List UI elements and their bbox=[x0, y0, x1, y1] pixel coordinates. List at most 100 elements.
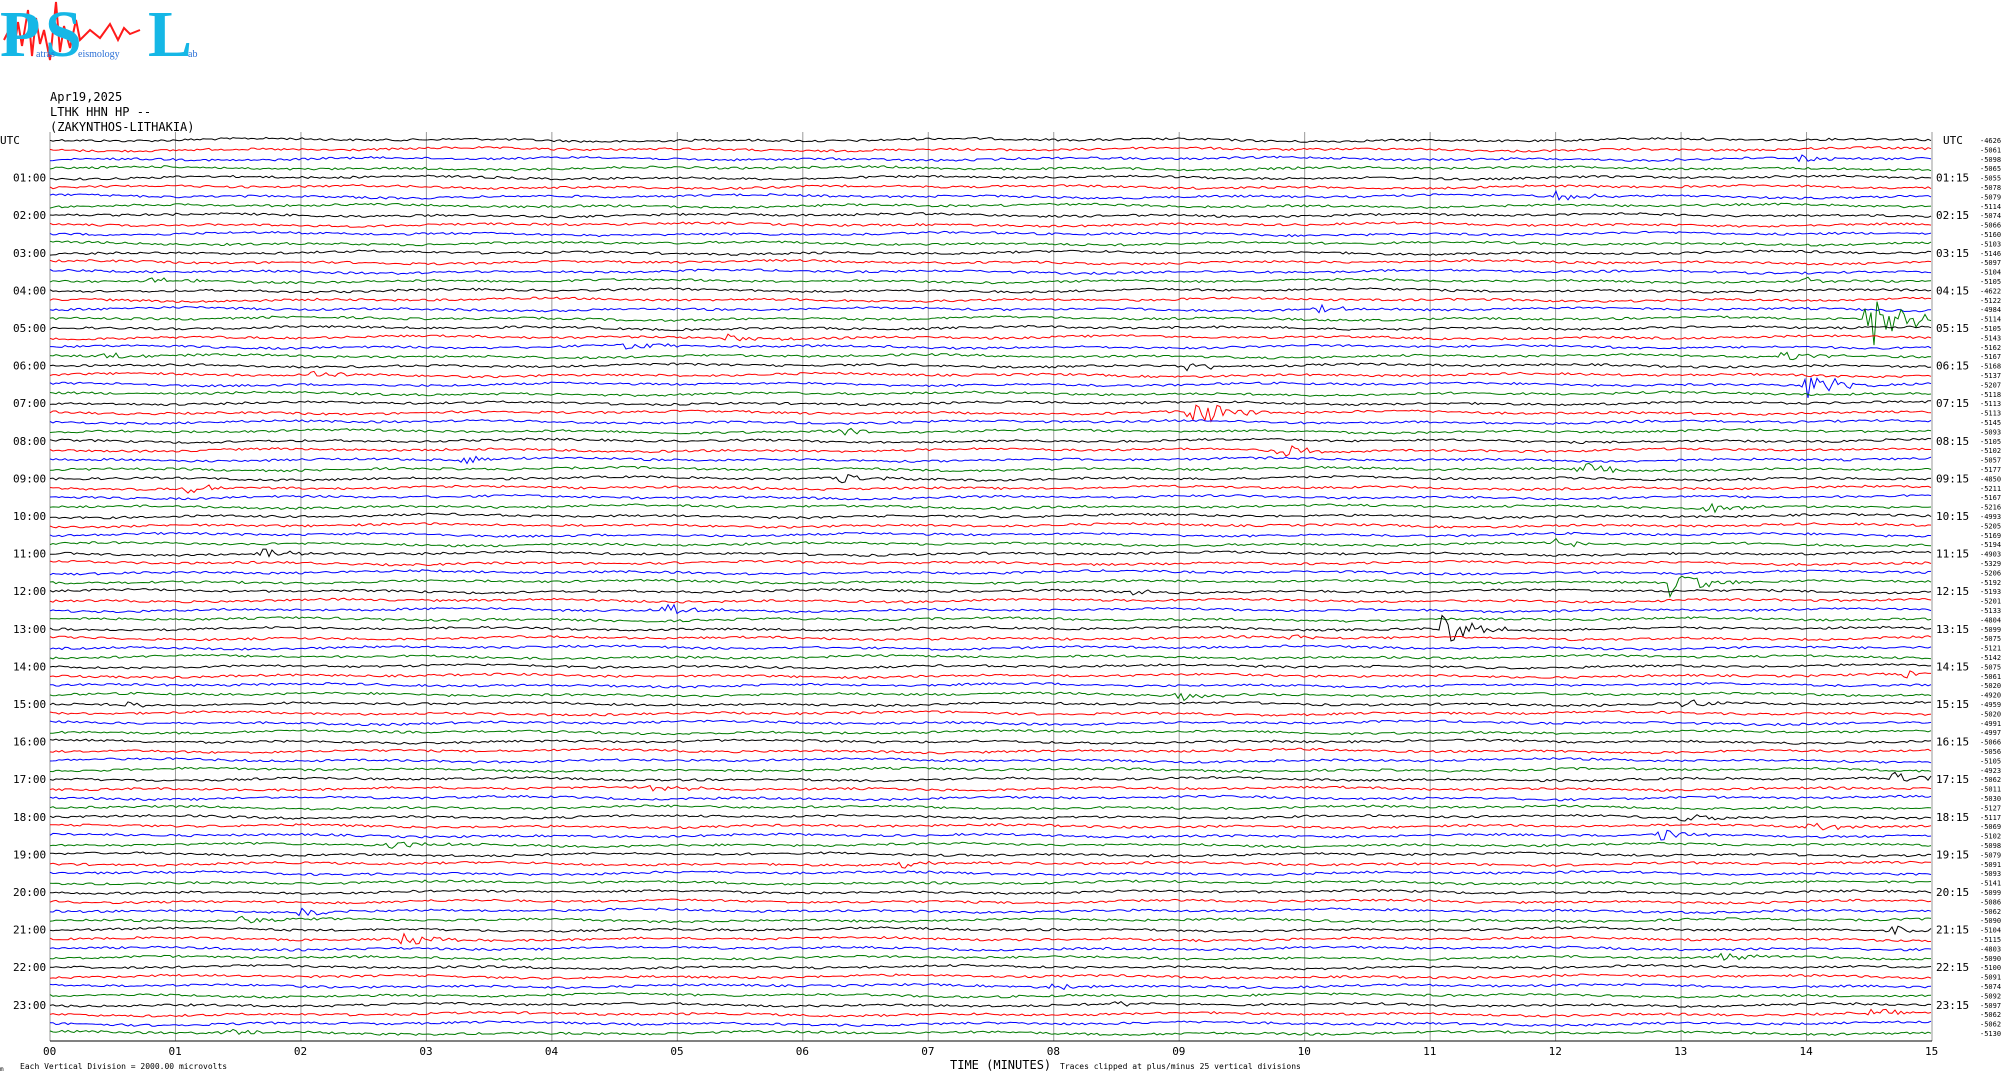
trace-offset-label: -5118 bbox=[1980, 391, 2001, 399]
seismic-trace bbox=[49, 455, 1932, 465]
trace-offset-label: -4993 bbox=[1980, 513, 2001, 521]
trace-offset-label: -5056 bbox=[1980, 748, 2001, 756]
clip-note: Traces clipped at plus/minus 25 vertical… bbox=[1060, 1062, 1301, 1071]
seismic-trace bbox=[49, 569, 1932, 576]
left-time-label: 23:00 bbox=[13, 999, 46, 1012]
trace-offset-label: -5142 bbox=[1980, 654, 2001, 662]
left-time-label: 05:00 bbox=[13, 322, 46, 335]
trace-offset-label: -5137 bbox=[1980, 372, 2001, 380]
axis-label-group: -4626-5061-5098-5065-5055-5078-5079-5114… bbox=[0, 134, 2001, 1058]
psl-logo: P S L atras eismology ab bbox=[0, 0, 210, 75]
seismic-trace bbox=[49, 559, 1932, 567]
trace-offset-label: -4903 bbox=[1980, 551, 2001, 559]
seismic-trace bbox=[49, 663, 1932, 670]
seismic-trace bbox=[49, 1020, 1932, 1027]
seismic-trace bbox=[49, 829, 1932, 841]
seismic-trace bbox=[49, 136, 1932, 143]
trace-offset-label: -5177 bbox=[1980, 466, 2001, 474]
trace-offset-label: -5127 bbox=[1980, 804, 2001, 812]
trace-offset-label: -5020 bbox=[1980, 682, 2001, 690]
x-tick-label: 07 bbox=[921, 1045, 934, 1058]
left-time-label: 08:00 bbox=[13, 435, 46, 448]
trace-offset-label: -4923 bbox=[1980, 767, 2001, 775]
seismic-trace bbox=[49, 588, 1932, 596]
trace-offset-label: -5062 bbox=[1980, 776, 2001, 784]
left-time-label: 14:00 bbox=[13, 660, 46, 673]
seismic-trace bbox=[49, 851, 1932, 858]
trace-offset-label: -5075 bbox=[1980, 635, 2001, 643]
trace-offset-label: -5141 bbox=[1980, 880, 2001, 888]
seismic-trace bbox=[49, 813, 1932, 822]
seismic-trace bbox=[49, 804, 1932, 811]
trace-offset-label: -5105 bbox=[1980, 325, 2001, 333]
trace-offset-label: -5103 bbox=[1980, 240, 2001, 248]
trace-offset-label: -4850 bbox=[1980, 475, 2001, 483]
trace-offset-label: -5206 bbox=[1980, 569, 2001, 577]
trace-offset-label: -4804 bbox=[1980, 616, 2001, 624]
seismic-trace bbox=[49, 324, 1932, 332]
seismic-trace bbox=[49, 747, 1932, 755]
right-time-label: 01:15 bbox=[1936, 172, 1969, 185]
seismic-trace bbox=[49, 249, 1932, 256]
seismic-trace bbox=[49, 719, 1932, 727]
trace-offset-label: -5104 bbox=[1980, 927, 2001, 935]
seismic-trace bbox=[49, 616, 1932, 623]
left-time-label: 02:00 bbox=[13, 209, 46, 222]
trace-offset-label: -5090 bbox=[1980, 955, 2001, 963]
right-time-label: 11:15 bbox=[1936, 548, 1969, 561]
trace-offset-label: -5057 bbox=[1980, 457, 2001, 465]
corner-mark: m bbox=[0, 1066, 4, 1073]
seismic-trace bbox=[49, 146, 1932, 153]
seismic-trace bbox=[49, 889, 1932, 896]
left-time-label: 10:00 bbox=[13, 510, 46, 523]
seismic-trace bbox=[49, 653, 1932, 661]
left-time-label: 01:00 bbox=[13, 172, 46, 185]
seismic-trace bbox=[49, 945, 1932, 952]
right-time-label: 20:15 bbox=[1936, 886, 1969, 899]
trace-offset-label: -5061 bbox=[1980, 673, 2001, 681]
left-time-label: 09:00 bbox=[13, 472, 46, 485]
header-date: Apr19,2025 bbox=[50, 90, 123, 104]
trace-offset-label: -5099 bbox=[1980, 626, 2001, 634]
seismic-trace bbox=[49, 484, 1932, 494]
trace-offset-label: -5093 bbox=[1980, 428, 2001, 436]
trace-offset-label: -5062 bbox=[1980, 1011, 2001, 1019]
seismic-trace bbox=[49, 952, 1931, 961]
trace-offset-label: -5169 bbox=[1980, 532, 2001, 540]
left-time-label: 17:00 bbox=[13, 773, 46, 786]
logo-letter-p: P bbox=[0, 0, 41, 71]
seismic-trace bbox=[49, 644, 1932, 651]
trace-offset-label: -5167 bbox=[1980, 494, 2001, 502]
trace-offset-label: -5168 bbox=[1980, 363, 2001, 371]
seismic-trace bbox=[49, 462, 1932, 474]
seismic-trace bbox=[50, 343, 1932, 350]
seismic-trace bbox=[49, 268, 1932, 275]
trace-offset-label: -5102 bbox=[1980, 833, 2001, 841]
trace-offset-label: -5091 bbox=[1980, 974, 2001, 982]
x-tick-label: 04 bbox=[545, 1045, 559, 1058]
seismic-trace bbox=[49, 473, 1931, 484]
header-station: LTHK HHN HP -- bbox=[50, 105, 152, 119]
seismic-trace bbox=[49, 531, 1932, 538]
trace-offset-label: -5030 bbox=[1980, 795, 2001, 803]
seismic-trace bbox=[49, 907, 1932, 917]
seismic-trace bbox=[49, 522, 1932, 529]
left-time-label: 04:00 bbox=[13, 284, 46, 297]
seismic-trace bbox=[49, 184, 1932, 190]
left-time-label: 21:00 bbox=[13, 924, 46, 937]
x-tick-label: 03 bbox=[419, 1045, 432, 1058]
trace-offset-label: -4920 bbox=[1980, 692, 2001, 700]
seismic-trace bbox=[49, 494, 1932, 501]
right-utc-label: UTC bbox=[1943, 134, 1963, 147]
right-time-label: 03:15 bbox=[1936, 247, 1969, 260]
x-tick-label: 14 bbox=[1800, 1045, 1814, 1058]
trace-offset-label: -5194 bbox=[1980, 541, 2001, 549]
right-time-label: 05:15 bbox=[1936, 322, 1969, 335]
trace-offset-label: -4622 bbox=[1980, 287, 2001, 295]
logo-sub-eismology: eismology bbox=[78, 49, 120, 60]
trace-offset-label: -5201 bbox=[1980, 598, 2001, 606]
logo-sub-ab: ab bbox=[188, 49, 198, 60]
left-time-label: 13:00 bbox=[13, 623, 46, 636]
x-tick-label: 08 bbox=[1047, 1045, 1060, 1058]
right-time-label: 14:15 bbox=[1936, 660, 1969, 673]
